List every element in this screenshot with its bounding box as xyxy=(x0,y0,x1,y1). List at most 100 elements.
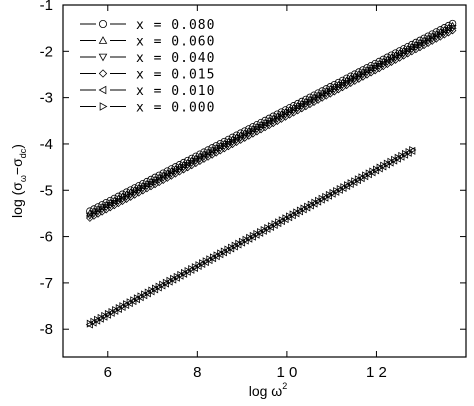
data-point xyxy=(369,167,377,176)
data-point xyxy=(292,209,300,218)
data-point xyxy=(144,288,152,297)
data-point xyxy=(409,145,417,154)
y-tick-label: -6 xyxy=(40,229,53,246)
data-point xyxy=(322,192,330,201)
x-tick-label: 8 xyxy=(193,364,201,381)
data-point xyxy=(329,188,337,197)
data-point xyxy=(342,182,351,191)
data-point xyxy=(96,314,104,323)
legend-marker xyxy=(98,69,108,78)
data-point xyxy=(92,316,101,325)
data-point xyxy=(97,313,105,322)
data-point xyxy=(386,158,394,167)
legend-marker xyxy=(98,36,108,44)
data-point xyxy=(158,281,166,290)
data-point xyxy=(321,193,329,202)
y-axis-title-prefix: log (σ xyxy=(9,182,25,218)
data-point xyxy=(242,235,250,244)
y-tick-label: -1 xyxy=(40,0,53,14)
data-point xyxy=(310,199,318,208)
data-point xyxy=(260,226,268,234)
data-point xyxy=(365,169,373,178)
data-point xyxy=(143,289,151,298)
legend-label: x = 0.040 xyxy=(136,51,215,66)
data-point xyxy=(129,297,137,306)
data-point xyxy=(220,247,229,256)
data-point xyxy=(169,275,177,284)
data-point xyxy=(248,232,256,241)
x-axis-title: log ω2 xyxy=(249,381,288,399)
data-point xyxy=(379,162,387,171)
data-point xyxy=(241,236,249,245)
y-tick-label: -7 xyxy=(40,275,53,292)
data-point xyxy=(132,295,140,304)
data-point xyxy=(347,179,355,188)
legend-marker xyxy=(99,19,108,28)
x-axis-title-sup: 2 xyxy=(282,381,287,391)
y-axis-title-sub2: dc xyxy=(18,148,28,158)
data-point xyxy=(259,226,267,235)
data-point xyxy=(212,252,220,261)
data-point xyxy=(373,165,381,174)
data-point xyxy=(227,244,235,253)
data-point xyxy=(354,175,363,184)
data-point xyxy=(198,260,206,269)
data-point xyxy=(181,268,189,277)
data-point xyxy=(123,300,131,309)
legend-label: x = 0.060 xyxy=(136,35,215,50)
data-point xyxy=(165,277,173,286)
data-point xyxy=(362,171,370,180)
legend-label: x = 0.015 xyxy=(136,68,215,83)
data-point xyxy=(315,196,323,205)
data-point xyxy=(340,183,348,192)
legend-label: x = 0.010 xyxy=(136,84,215,99)
data-point xyxy=(154,283,162,292)
data-point xyxy=(126,298,134,307)
plot-frame xyxy=(62,4,467,358)
data-point xyxy=(304,202,312,211)
data-point xyxy=(382,160,390,169)
y-tick-label: -4 xyxy=(40,136,53,153)
data-point xyxy=(325,190,334,199)
data-point xyxy=(275,218,283,227)
data-point xyxy=(137,292,145,301)
data-point xyxy=(358,173,366,182)
data-point xyxy=(318,194,326,203)
data-point xyxy=(217,249,225,258)
data-point xyxy=(133,294,142,303)
data-point xyxy=(155,282,163,291)
data-point xyxy=(111,306,119,315)
data-point xyxy=(176,271,184,280)
data-point xyxy=(184,266,192,275)
legend-label: x = 0.080 xyxy=(136,18,215,33)
data-point xyxy=(118,303,126,311)
data-point xyxy=(104,309,113,318)
series-diamond xyxy=(86,26,457,222)
axis-ticks: 6 8 1 0 1 2 -1 -2 -3 -4 -5 -6 -7 -8 xyxy=(40,0,466,381)
data-point xyxy=(162,278,171,287)
data-point xyxy=(282,214,290,223)
data-point xyxy=(108,307,116,316)
series-triangle-left xyxy=(85,146,416,329)
data-point xyxy=(284,213,293,222)
data-point xyxy=(295,207,304,216)
series-triangle-right xyxy=(86,145,417,328)
data-point xyxy=(405,147,413,156)
data-point xyxy=(90,317,98,326)
data-point xyxy=(252,230,260,239)
data-point xyxy=(114,304,122,313)
data-point xyxy=(289,210,297,219)
y-tick-label: -8 xyxy=(40,321,53,338)
data-point xyxy=(339,183,347,192)
data-point xyxy=(311,198,319,207)
data-point xyxy=(115,304,123,313)
data-point xyxy=(299,205,307,214)
data-point xyxy=(350,178,358,187)
data-point xyxy=(136,293,144,302)
data-point xyxy=(332,187,340,196)
data-point xyxy=(400,150,409,159)
data-point xyxy=(286,212,294,221)
data-point xyxy=(170,274,178,283)
data-point xyxy=(404,148,412,157)
